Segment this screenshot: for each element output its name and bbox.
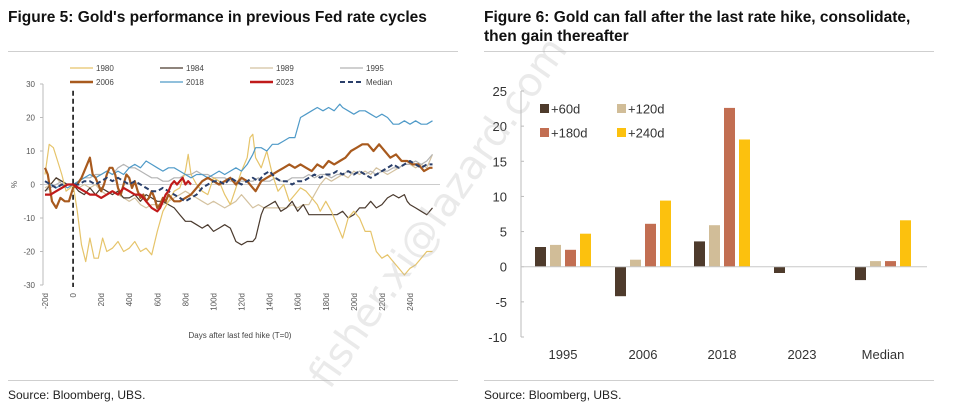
figure-6-source: Source: Bloomberg, UBS. — [484, 388, 622, 402]
x-tick-label: 180d — [322, 293, 331, 311]
legend-label-plus-180d: +180d — [551, 126, 588, 141]
x-tick-label: 220d — [378, 293, 387, 311]
figure-6-title-line-1: Figure 6: Gold can fall after the last r… — [484, 9, 911, 26]
x-axis-label: Days after last fed hike (T=0) — [189, 331, 292, 340]
series-line-2006 — [43, 143, 433, 209]
y-tick-label: 30 — [26, 80, 35, 89]
x-tick-label: 120d — [238, 293, 247, 311]
source-divider — [8, 380, 458, 381]
x-tick-label: 100d — [209, 293, 218, 311]
legend-label-2023: 2023 — [276, 78, 294, 87]
bar-chart: 25 20 15 10 5 0 -5 -10 1995 2006 2018 2023 Median +6… — [488, 84, 927, 362]
x-tick-label: -20d — [41, 293, 50, 309]
y-tick-label: -5 — [495, 295, 507, 310]
x-tick-label: 2006 — [629, 347, 658, 362]
bar-2018-plus-240d — [739, 139, 750, 267]
bar-1995-plus-60d — [535, 247, 546, 267]
series-line-median — [44, 160, 433, 203]
y-tick-label: 25 — [493, 84, 507, 99]
y-tick-label: 15 — [493, 154, 507, 169]
x-tick-label: 140d — [266, 293, 275, 311]
bar-median-plus-60d — [855, 266, 866, 281]
line-chart: 30 20 10 0 -10 -20 -30% -20d 0 20d 40d 60d 80d 100d 12… — [10, 64, 440, 340]
figure-5-title: Figure 5: Gold's performance in previous… — [8, 9, 427, 26]
bar-median-plus-180d — [885, 261, 896, 267]
title-divider — [8, 51, 458, 52]
y-axis-label: % — [10, 181, 19, 188]
y-tick-label: 10 — [26, 147, 35, 156]
figure-5-source: Source: Bloomberg, UBS. — [8, 388, 146, 402]
bar-2006-plus-60d — [615, 266, 626, 297]
legend-label-plus-120d: +120d — [628, 102, 665, 117]
bar-2018-plus-120d — [709, 225, 720, 267]
y-tick-label: 20 — [26, 114, 35, 123]
legend-label-plus-60d: +60d — [551, 102, 580, 117]
bar-median-plus-120d — [870, 261, 881, 267]
legend-swatch-plus-60d — [540, 104, 549, 113]
x-tick-label: 2018 — [708, 347, 737, 362]
series-line-1980 — [44, 133, 433, 276]
legend-label-median: Median — [366, 78, 392, 87]
bar-median-plus-240d — [900, 220, 911, 267]
legend-swatch-plus-120d — [617, 104, 626, 113]
figure-5-panel: Figure 5: Gold's performance in previous… — [0, 0, 470, 416]
legend-label-1989: 1989 — [276, 64, 294, 73]
x-tick-label: 2023 — [788, 347, 817, 362]
legend-label-1984: 1984 — [186, 64, 204, 73]
legend-label-2018: 2018 — [186, 78, 204, 87]
x-tick-label: Median — [862, 347, 905, 362]
y-tick-label: 0 — [31, 181, 36, 190]
y-tick-label: -10 — [23, 214, 35, 223]
bar-2006-plus-240d — [660, 200, 671, 267]
x-tick-label: 200d — [350, 293, 359, 311]
x-tick-label: 160d — [294, 293, 303, 311]
bar-1995-plus-180d — [565, 249, 576, 267]
legend-swatch-plus-180d — [540, 128, 549, 137]
bar-2006-plus-180d — [645, 223, 656, 267]
bar-2006-plus-120d — [630, 259, 641, 267]
bar-1995-plus-240d — [580, 233, 591, 267]
x-tick-label: 40d — [125, 293, 134, 306]
y-tick-label: -20 — [23, 248, 35, 257]
y-tick-label: 20 — [493, 119, 507, 134]
x-tick-label: 60d — [153, 293, 162, 306]
bar-2018-plus-60d — [694, 241, 705, 267]
y-tick-label: 10 — [493, 189, 507, 204]
series-line-2018 — [44, 103, 433, 189]
x-tick-label: 240d — [406, 293, 415, 311]
series-line-1984 — [44, 177, 433, 246]
figure-6-panel: Figure 6: Gold can fall after the last r… — [480, 0, 955, 416]
y-tick-label: 0 — [500, 260, 507, 275]
bar-2023-plus-60d — [774, 266, 785, 273]
figure-6-title-line-2: then gain thereafter — [484, 28, 629, 45]
y-tick-label: 5 — [500, 225, 507, 240]
legend-label-2006: 2006 — [96, 78, 114, 87]
x-tick-label: 0 — [69, 292, 78, 297]
bar-1995-plus-120d — [550, 244, 561, 267]
legend-label-1980: 1980 — [96, 64, 114, 73]
legend-label-plus-240d: +240d — [628, 126, 665, 141]
x-tick-label: 80d — [181, 293, 190, 306]
x-tick-label: 20d — [97, 293, 106, 306]
source-divider — [484, 380, 934, 381]
bar-2018-plus-180d — [724, 107, 735, 267]
legend-label-1995: 1995 — [366, 64, 384, 73]
y-tick-label: -30 — [23, 281, 35, 290]
legend-swatch-plus-240d — [617, 128, 626, 137]
figure-6-title: Figure 6: Gold can fall after the last r… — [484, 8, 910, 46]
title-divider — [484, 51, 934, 52]
y-tick-label: -10 — [488, 330, 507, 345]
x-tick-label: 1995 — [549, 347, 578, 362]
series-line-2023 — [45, 176, 192, 213]
